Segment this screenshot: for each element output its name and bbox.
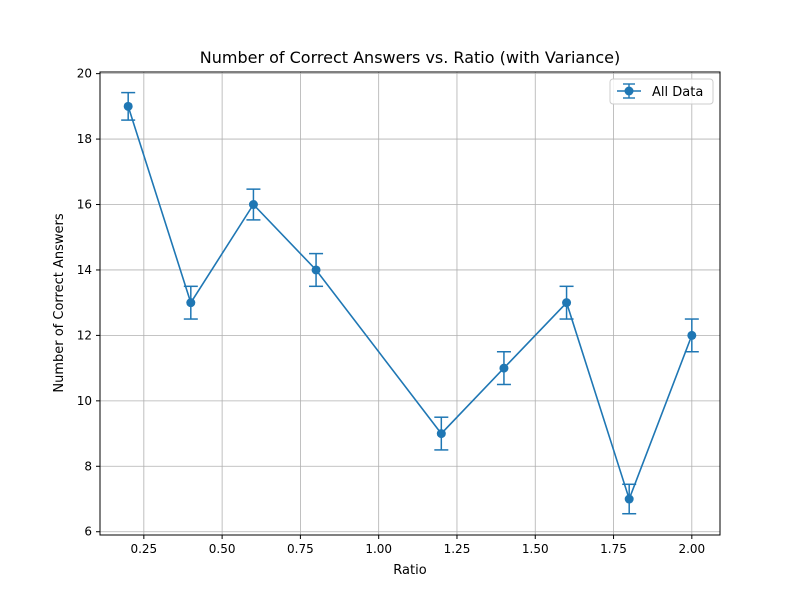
legend-box bbox=[609, 78, 714, 105]
x-tick-label: 1.25 bbox=[444, 542, 471, 556]
legend-label-all-data: All Data bbox=[652, 85, 703, 100]
data-point bbox=[311, 265, 321, 275]
data-point bbox=[436, 429, 446, 439]
y-axis-ticks: 6 8 10 12 14 16 18 20 bbox=[77, 67, 100, 539]
y-tick-label: 12 bbox=[77, 328, 92, 342]
y-tick-label: 20 bbox=[77, 67, 92, 81]
data-point bbox=[624, 494, 634, 504]
data-point bbox=[248, 200, 258, 210]
series-all-data bbox=[121, 91, 699, 515]
grid-lines bbox=[100, 72, 720, 535]
x-tick-label: 1.00 bbox=[365, 542, 392, 556]
y-tick-label: 16 bbox=[77, 198, 92, 212]
y-tick-label: 14 bbox=[77, 263, 92, 277]
x-tick-label: 0.75 bbox=[287, 542, 314, 556]
x-tick-label: 1.75 bbox=[600, 542, 627, 556]
y-tick-label: 18 bbox=[77, 132, 92, 146]
data-point bbox=[499, 363, 509, 373]
y-axis-label: Number of Correct Answers bbox=[52, 213, 67, 392]
data-point bbox=[687, 330, 697, 340]
x-tick-label: 0.50 bbox=[209, 542, 236, 556]
y-tick-label: 6 bbox=[84, 525, 92, 539]
data-point bbox=[562, 298, 572, 308]
chart-title: Number of Correct Answers vs. Ratio (wit… bbox=[200, 48, 620, 67]
x-tick-label: 1.50 bbox=[522, 542, 549, 556]
x-axis-label: Ratio bbox=[393, 563, 426, 578]
plot-area-frame bbox=[99, 71, 721, 536]
data-point bbox=[186, 298, 196, 308]
y-tick-label: 8 bbox=[84, 459, 92, 473]
series-line bbox=[127, 106, 693, 502]
legend-marker-all-data bbox=[617, 83, 641, 99]
legend-point bbox=[624, 86, 634, 96]
x-axis-ticks: 0.25 0.50 0.75 1.00 1.25 1.50 1.75 2.00 bbox=[130, 535, 705, 556]
legend: All Data bbox=[609, 78, 714, 105]
y-tick-label: 10 bbox=[77, 394, 92, 408]
x-tick-label: 2.00 bbox=[678, 542, 705, 556]
x-tick-label: 0.25 bbox=[130, 542, 157, 556]
data-point bbox=[123, 101, 133, 111]
